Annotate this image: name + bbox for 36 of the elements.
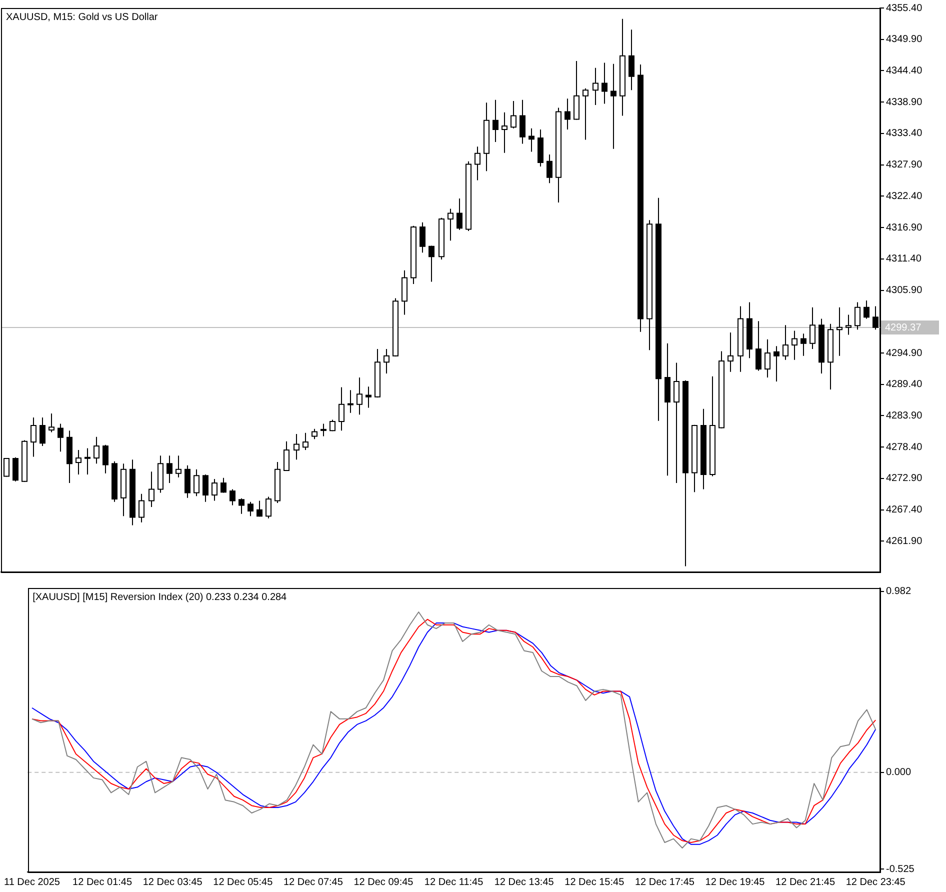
x-tick-label: 12 Dec 21:45 xyxy=(776,876,836,888)
x-tick-label: 12 Dec 05:45 xyxy=(213,876,274,888)
y-tick-label: 4272.90 xyxy=(886,473,923,484)
y-tick-label: 4283.90 xyxy=(886,410,923,422)
y-tick-label: 4305.90 xyxy=(886,285,923,296)
y-tick-label: 4289.40 xyxy=(886,379,923,390)
x-tick-label: 12 Dec 23:45 xyxy=(846,876,906,888)
x-tick-label: 11 Dec 2025 xyxy=(4,876,60,888)
y-tick-label: 4333.40 xyxy=(886,128,923,140)
y-tick-label: -0.525 xyxy=(886,864,915,875)
y-tick-label: 4349.90 xyxy=(886,34,923,46)
chart-title: XAUUSD, M15: Gold vs US Dollar xyxy=(6,12,158,23)
y-tick-label: 4316.90 xyxy=(886,222,923,234)
y-tick-label: 4355.40 xyxy=(886,2,923,14)
y-tick-label: 4327.90 xyxy=(886,160,923,171)
ref-line-label: 4299.37 xyxy=(885,322,922,334)
y-tick-label: 4311.40 xyxy=(886,254,922,265)
x-tick-label: 12 Dec 17:45 xyxy=(634,876,695,888)
x-tick-label: 12 Dec 07:45 xyxy=(283,876,344,888)
y-tick-label: 4322.40 xyxy=(886,190,923,202)
x-tick-label: 12 Dec 11:45 xyxy=(424,876,484,888)
y-tick-label: 0.982 xyxy=(886,586,912,598)
x-tick-label: 12 Dec 03:45 xyxy=(142,876,203,888)
x-tick-label: 12 Dec 13:45 xyxy=(494,876,554,888)
y-tick-label: 4338.90 xyxy=(886,96,923,108)
y-tick-label: 4278.40 xyxy=(886,442,923,453)
chart-title: [XAUUSD] [M15] Reversion Index (20) 0.233 0.234 0.284 xyxy=(32,592,288,603)
x-tick-label: 12 Dec 15:45 xyxy=(564,876,625,888)
x-tick-label: 12 Dec 19:45 xyxy=(705,876,766,888)
y-tick-label: 4294.90 xyxy=(886,348,923,359)
y-tick-label: 0.000 xyxy=(886,767,912,778)
y-tick-label: 4261.90 xyxy=(886,536,923,547)
y-tick-label: 4344.40 xyxy=(886,65,923,76)
y-tick-label: 4267.40 xyxy=(886,504,923,516)
x-tick-label: 12 Dec 01:45 xyxy=(72,876,132,888)
x-tick-label: 12 Dec 09:45 xyxy=(354,876,414,888)
